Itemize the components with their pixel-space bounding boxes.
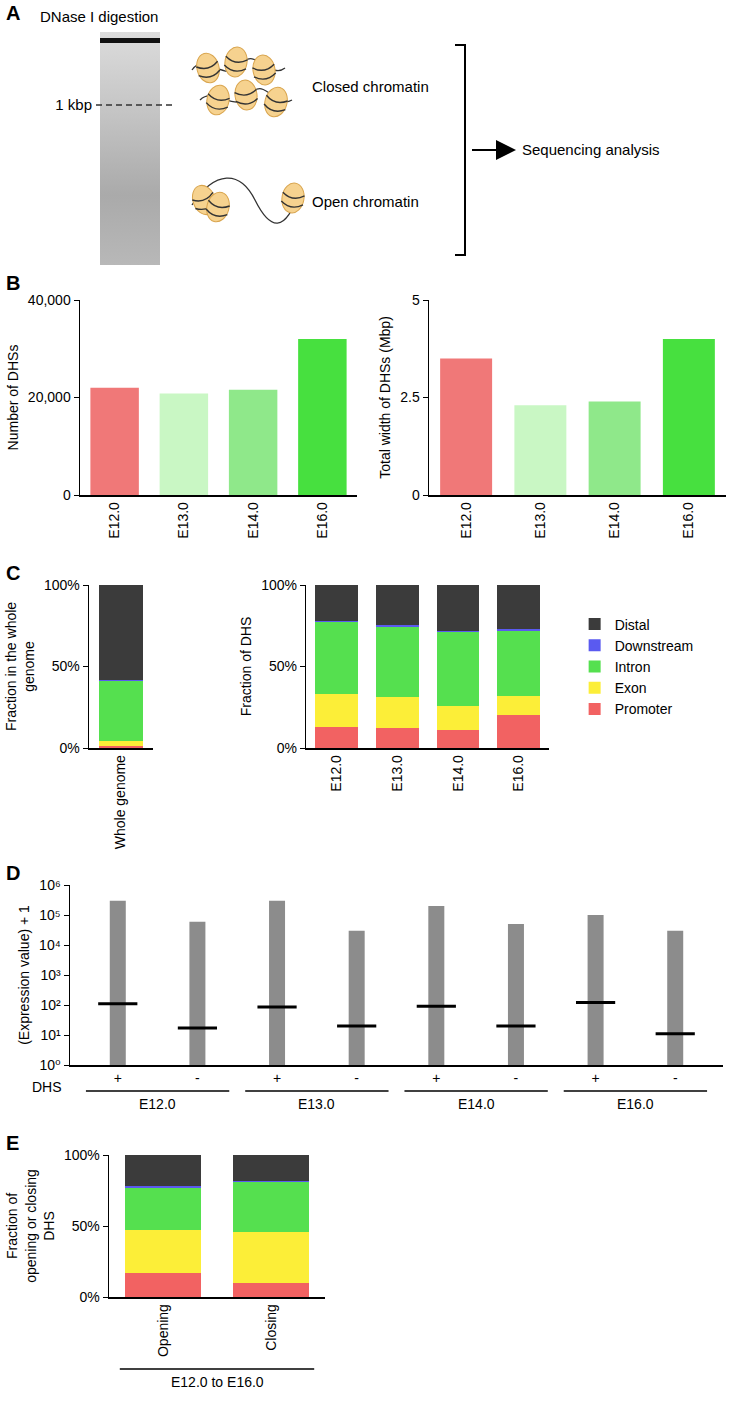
- svg-text:Fraction in the wholegenome: Fraction in the wholegenome: [3, 602, 37, 731]
- html-text:C: C: [6, 562, 21, 584]
- svg-text:10⁰: 10⁰: [40, 1057, 62, 1073]
- svg-text:Closed chromatin: Closed chromatin: [312, 78, 429, 95]
- svg-text:Promoter: Promoter: [615, 701, 673, 717]
- svg-text:E13.0: E13.0: [532, 502, 548, 539]
- svg-text:DNase I digestion: DNase I digestion: [40, 8, 158, 25]
- svg-text:Closing: Closing: [263, 1304, 279, 1351]
- html-text:B: B: [6, 272, 21, 294]
- svg-text:E14.0: E14.0: [606, 502, 622, 539]
- svg-text:100%: 100%: [261, 577, 297, 593]
- svg-text:+: +: [114, 1070, 122, 1086]
- html-text:E: E: [6, 1132, 20, 1154]
- svg-text:0%: 0%: [79, 1289, 99, 1305]
- svg-text:0: 0: [412, 487, 420, 503]
- svg-text:Downstream: Downstream: [615, 638, 694, 654]
- svg-text:Fraction of DHS: Fraction of DHS: [238, 617, 254, 717]
- svg-text:-: -: [673, 1070, 678, 1086]
- svg-text:20,000: 20,000: [28, 389, 71, 405]
- svg-text:40,000: 40,000: [28, 292, 71, 308]
- svg-text:DHS: DHS: [32, 1079, 62, 1095]
- svg-text:E12.0: E12.0: [139, 1096, 176, 1112]
- svg-text:E16.0: E16.0: [314, 502, 330, 539]
- svg-text:E13.0: E13.0: [389, 755, 405, 792]
- svg-text:E12.0: E12.0: [458, 502, 474, 539]
- svg-text:Intron: Intron: [615, 659, 651, 675]
- svg-text:E12.0: E12.0: [106, 502, 122, 539]
- html-text:D: D: [6, 862, 21, 884]
- svg-text:50%: 50%: [52, 658, 80, 674]
- svg-text:Fraction ofopening or closingD: Fraction ofopening or closingDHS: [4, 1169, 56, 1283]
- svg-text:E14.0: E14.0: [458, 1096, 495, 1112]
- svg-text:100%: 100%: [44, 577, 80, 593]
- svg-text:(Expression value) + 1: (Expression value) + 1: [16, 905, 32, 1045]
- svg-text:Number of DHSs: Number of DHSs: [5, 345, 21, 451]
- svg-text:10⁴: 10⁴: [39, 937, 61, 953]
- svg-text:E14.0: E14.0: [245, 502, 261, 539]
- svg-text:Total width of DHSs (Mbp): Total width of DHSs (Mbp): [377, 316, 393, 479]
- svg-text:Whole genome: Whole genome: [113, 755, 129, 849]
- svg-text:+: +: [591, 1070, 599, 1086]
- svg-text:0%: 0%: [277, 740, 297, 756]
- svg-text:-: -: [514, 1070, 519, 1086]
- svg-text:50%: 50%: [72, 1218, 100, 1234]
- svg-text:0%: 0%: [59, 740, 79, 756]
- svg-text:E14.0: E14.0: [450, 755, 466, 792]
- svg-text:5: 5: [412, 292, 420, 308]
- svg-text:-: -: [354, 1070, 359, 1086]
- svg-text:Opening: Opening: [155, 1304, 171, 1357]
- svg-text:E16.0: E16.0: [617, 1096, 654, 1112]
- svg-text:10¹: 10¹: [40, 1027, 61, 1043]
- svg-text:Distal: Distal: [615, 617, 650, 633]
- svg-text:0: 0: [63, 487, 71, 503]
- svg-text:100%: 100%: [64, 1147, 100, 1163]
- svg-text:-: -: [195, 1070, 200, 1086]
- svg-text:50%: 50%: [269, 658, 297, 674]
- svg-text:E16.0: E16.0: [510, 755, 526, 792]
- svg-text:Sequencing analysis: Sequencing analysis: [522, 141, 660, 158]
- svg-text:E12.0 to E16.0: E12.0 to E16.0: [171, 1374, 264, 1390]
- svg-text:E16.0: E16.0: [680, 502, 696, 539]
- svg-text:2.5: 2.5: [400, 389, 420, 405]
- svg-text:Open chromatin: Open chromatin: [312, 193, 419, 210]
- svg-text:E13.0: E13.0: [175, 502, 191, 539]
- svg-text:10⁶: 10⁶: [39, 877, 60, 893]
- html-text:A: A: [6, 2, 21, 24]
- svg-text:10³: 10³: [40, 967, 61, 983]
- svg-text:E13.0: E13.0: [298, 1096, 335, 1112]
- svg-text:10⁵: 10⁵: [39, 907, 60, 923]
- svg-text:+: +: [432, 1070, 440, 1086]
- svg-text:10²: 10²: [40, 997, 61, 1013]
- svg-text:Exon: Exon: [615, 680, 647, 696]
- svg-text:+: +: [273, 1070, 281, 1086]
- svg-text:E12.0: E12.0: [328, 755, 344, 792]
- svg-text:1 kbp: 1 kbp: [55, 96, 92, 113]
